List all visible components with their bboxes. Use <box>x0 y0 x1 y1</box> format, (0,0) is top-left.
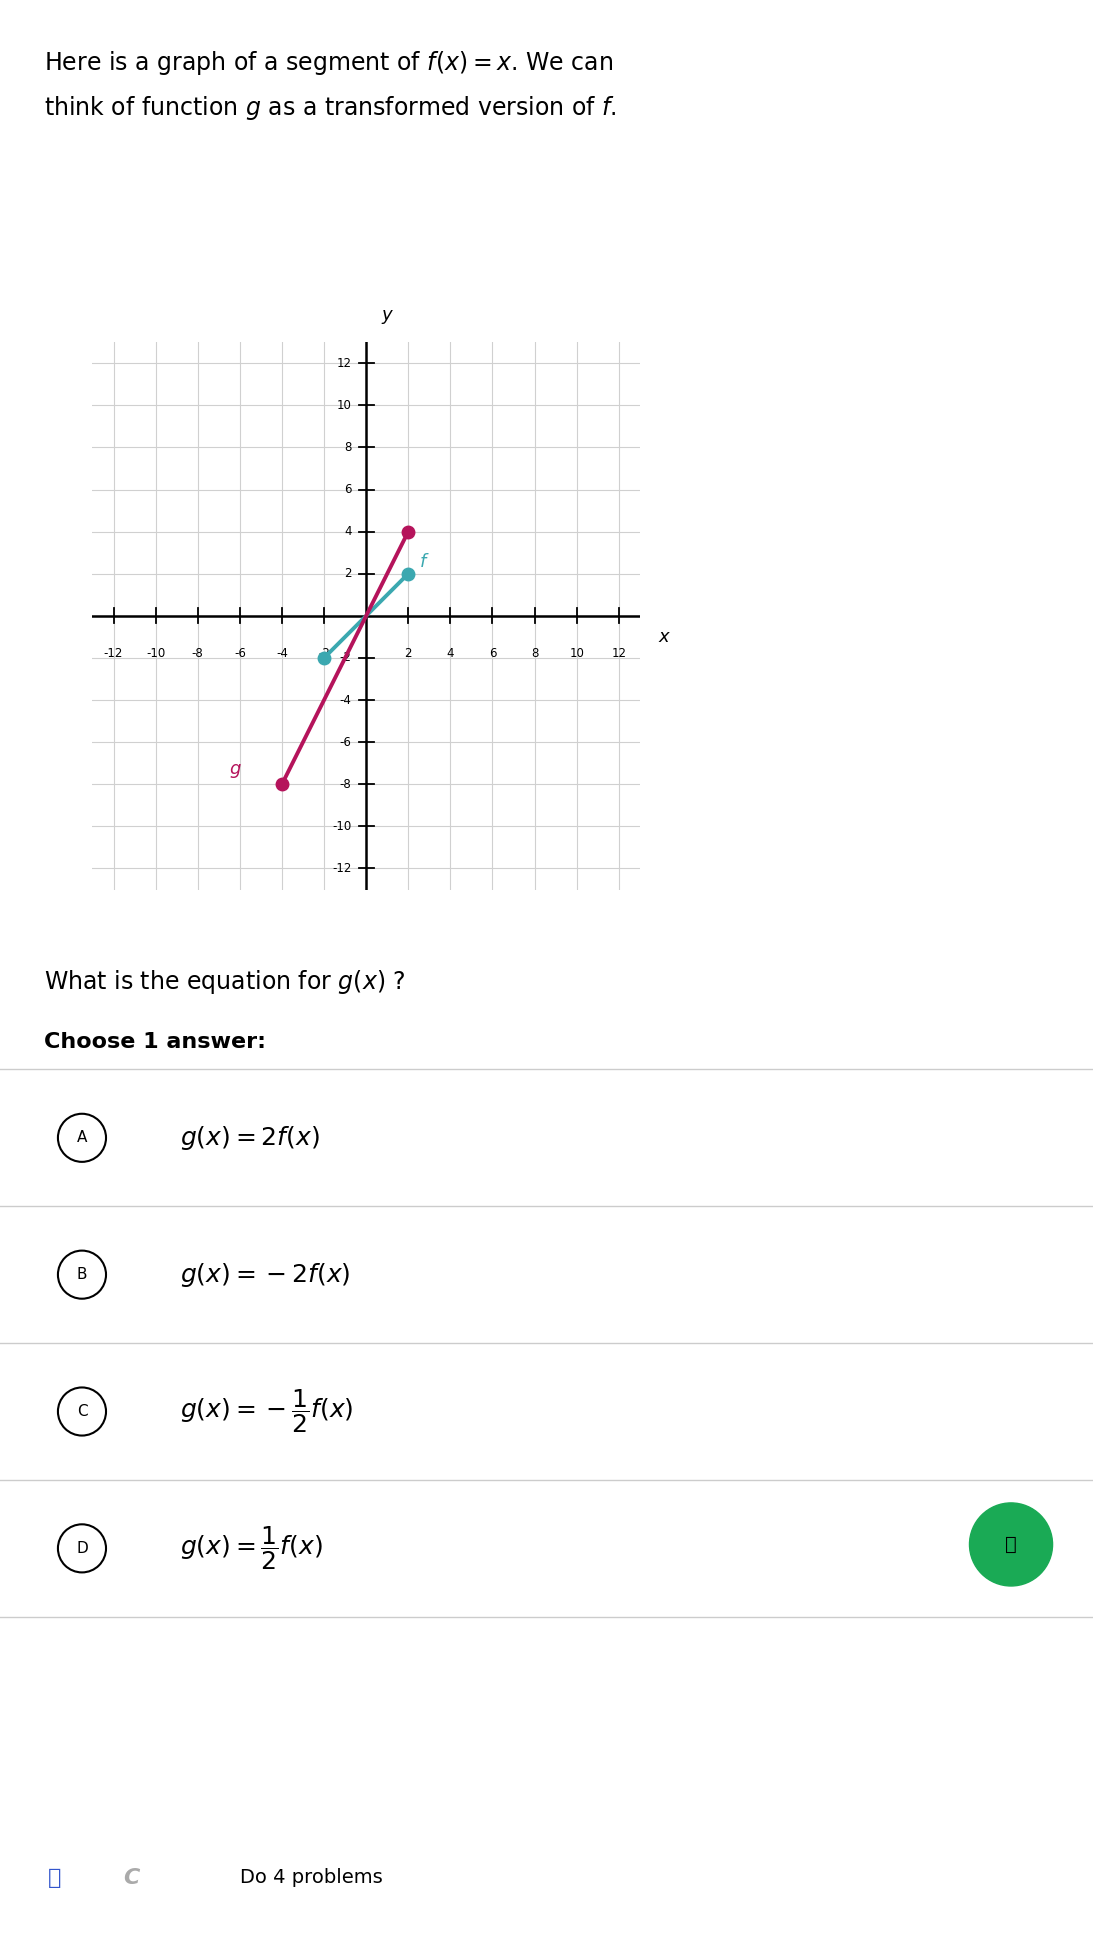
Text: 8: 8 <box>531 647 538 661</box>
Text: think of function $g$ as a transformed version of $f$.: think of function $g$ as a transformed v… <box>44 94 616 121</box>
Text: $g(x) = \dfrac{1}{2}f(x)$: $g(x) = \dfrac{1}{2}f(x)$ <box>180 1525 324 1572</box>
Text: -2: -2 <box>340 651 352 665</box>
Text: $f$: $f$ <box>419 553 430 571</box>
Text: B: B <box>77 1267 87 1282</box>
Text: 10: 10 <box>569 647 584 661</box>
Text: $g(x) = 2f(x)$: $g(x) = 2f(x)$ <box>180 1124 320 1151</box>
Text: 12: 12 <box>611 647 626 661</box>
Text: 4: 4 <box>344 526 352 538</box>
Text: -10: -10 <box>146 647 165 661</box>
Text: D: D <box>77 1541 87 1556</box>
Text: 8: 8 <box>344 442 352 454</box>
Text: 2: 2 <box>404 647 412 661</box>
Text: $x$: $x$ <box>658 628 672 645</box>
Text: Check: Check <box>818 1875 888 1894</box>
Text: $g(x) = -\dfrac{1}{2}f(x)$: $g(x) = -\dfrac{1}{2}f(x)$ <box>180 1388 354 1435</box>
Text: A: A <box>77 1130 87 1146</box>
Text: 12: 12 <box>337 356 352 369</box>
Text: 6: 6 <box>344 483 352 497</box>
Text: -2: -2 <box>318 647 330 661</box>
Text: 💡: 💡 <box>1006 1535 1016 1554</box>
Text: -4: -4 <box>340 694 352 706</box>
Text: 10: 10 <box>337 399 352 413</box>
Text: 2: 2 <box>344 567 352 581</box>
Text: -6: -6 <box>234 647 246 661</box>
Text: -6: -6 <box>340 735 352 749</box>
Text: -12: -12 <box>332 862 352 876</box>
Text: -4: -4 <box>277 647 287 661</box>
Text: -8: -8 <box>192 647 203 661</box>
Text: $g(x) = -2f(x)$: $g(x) = -2f(x)$ <box>180 1261 351 1288</box>
Text: C: C <box>77 1404 87 1419</box>
Text: $y$: $y$ <box>380 307 393 326</box>
Text: 🖊: 🖊 <box>48 1867 61 1889</box>
Text: 4: 4 <box>447 647 454 661</box>
Text: -12: -12 <box>104 647 124 661</box>
Text: Choose 1 answer:: Choose 1 answer: <box>44 1032 266 1052</box>
Text: What is the equation for $g(x)$ ?: What is the equation for $g(x)$ ? <box>44 968 406 995</box>
Text: Do 4 problems: Do 4 problems <box>240 1869 384 1887</box>
Text: -8: -8 <box>340 778 352 790</box>
Text: $g$: $g$ <box>230 762 242 780</box>
Text: -10: -10 <box>332 819 352 833</box>
Text: 6: 6 <box>489 647 496 661</box>
Text: C: C <box>124 1867 139 1889</box>
Text: Here is a graph of a segment of $f(x)=x$. We can: Here is a graph of a segment of $f(x)=x$… <box>44 49 613 76</box>
